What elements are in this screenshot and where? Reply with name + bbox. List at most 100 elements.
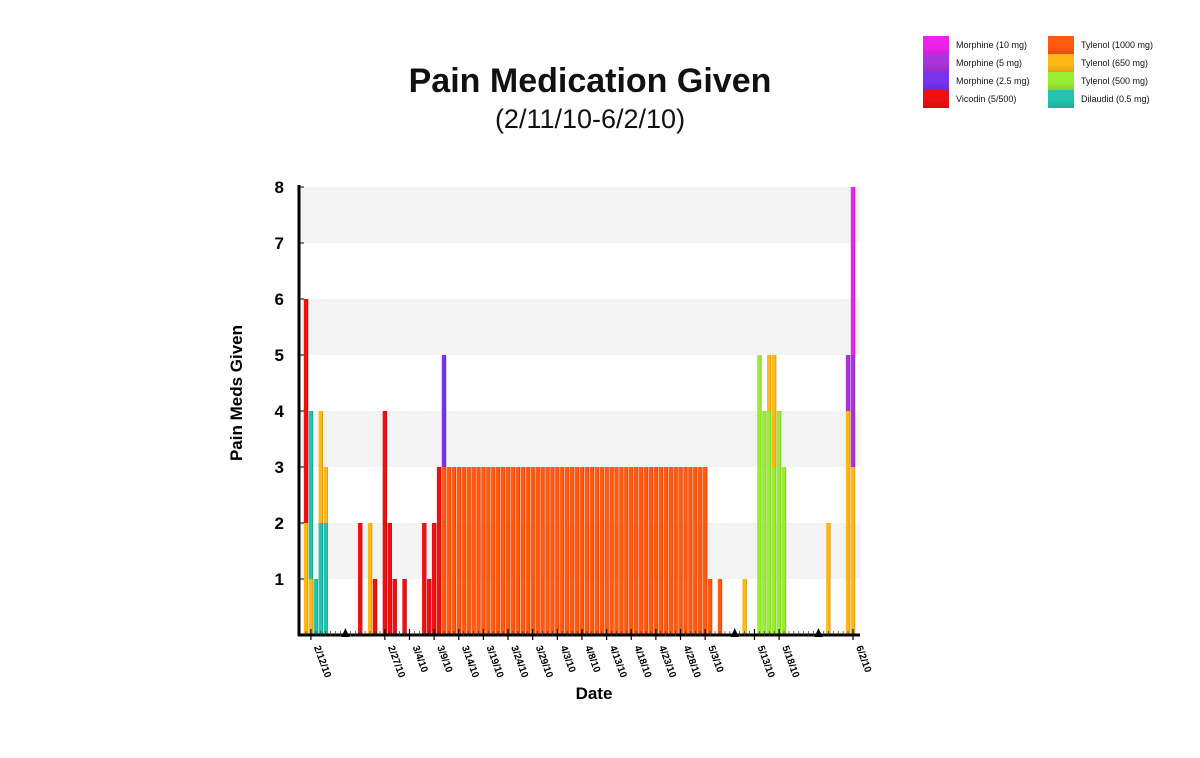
- bar-segment: [589, 467, 595, 635]
- legend-swatch: [1048, 54, 1074, 72]
- x-tick-label: 3/29/10: [533, 644, 555, 680]
- x-tick-label: 2/12/10: [311, 644, 333, 680]
- bar-segment: [850, 187, 856, 355]
- bar-segment: [604, 467, 609, 635]
- bar-segment: [594, 467, 599, 635]
- bar-segment: [505, 467, 511, 635]
- bar-segment: [633, 467, 639, 635]
- bar-segment: [446, 467, 452, 635]
- bar-segment: [323, 523, 328, 635]
- bar-segment: [673, 467, 678, 635]
- bar-segment: [481, 467, 486, 635]
- grid-band: [299, 187, 860, 243]
- y-tick-label: 3: [275, 458, 284, 477]
- bar-segment: [560, 467, 565, 635]
- bar-segment: [495, 467, 501, 635]
- x-tick-label: 2/27/10: [385, 644, 407, 680]
- bar-segment: [451, 467, 457, 635]
- x-tick-label: 6/2/10: [853, 644, 873, 674]
- bar-segment: [486, 467, 491, 635]
- legend-swatch: [923, 36, 949, 54]
- bar-segment: [648, 467, 654, 635]
- legend-label: Tylenol (650 mg): [1081, 58, 1149, 68]
- x-tick-label: 3/14/10: [459, 644, 481, 680]
- axis-break-marker: [730, 628, 739, 637]
- bar-segment: [781, 467, 787, 635]
- bar-segment: [402, 579, 407, 635]
- bar-segment: [491, 467, 496, 635]
- legend-swatch: [1048, 36, 1074, 54]
- bar-segment: [579, 467, 585, 635]
- bar-segment: [693, 467, 698, 635]
- bar-segment: [303, 523, 309, 635]
- bar-segment: [757, 355, 762, 635]
- bar-segment: [540, 467, 545, 635]
- bar-segment: [638, 467, 644, 635]
- bar-segment: [476, 467, 481, 635]
- bar-segment: [767, 411, 772, 635]
- x-tick-label: 5/18/10: [779, 644, 801, 680]
- legend-swatch: [1048, 72, 1074, 90]
- bar-segment: [678, 467, 683, 635]
- bar-segment: [619, 467, 624, 635]
- bar-segment: [668, 467, 673, 635]
- bar-segment: [776, 411, 782, 635]
- bar-segment: [762, 411, 767, 635]
- x-tick-label: 3/9/10: [434, 644, 454, 674]
- bar-segment: [456, 467, 461, 635]
- bar-segment: [303, 299, 309, 523]
- bar-segment: [826, 523, 831, 635]
- bar-segment: [323, 467, 328, 523]
- x-tick-label: 4/3/10: [558, 644, 578, 674]
- bar-segment: [515, 467, 521, 635]
- y-axis-title: Pain Meds Given: [227, 325, 246, 461]
- bar-segment: [318, 411, 323, 523]
- y-tick-label: 2: [275, 514, 284, 533]
- bar-segment: [683, 467, 688, 635]
- x-tick-label: 5/13/10: [755, 644, 777, 680]
- legend-label: Morphine (5 mg): [956, 58, 1023, 68]
- bar-segment: [771, 355, 777, 467]
- bar-segment: [318, 523, 323, 635]
- bar-segment: [500, 467, 506, 635]
- bar-segment: [614, 467, 619, 635]
- bar-segment: [629, 467, 634, 635]
- bar-segment: [427, 579, 432, 635]
- bar-segment: [707, 579, 713, 635]
- bar-segment: [609, 467, 614, 635]
- legend-label: Morphine (2.5 mg): [956, 76, 1030, 86]
- bar-segment: [422, 523, 427, 635]
- bar-segment: [564, 467, 570, 635]
- x-tick-label: 4/28/10: [681, 644, 703, 680]
- x-tick-label: 3/4/10: [410, 644, 430, 674]
- bar-segment: [845, 355, 851, 411]
- x-tick-label: 4/8/10: [582, 644, 602, 674]
- bar-segment: [624, 467, 629, 635]
- bar-segment: [387, 523, 392, 635]
- bar-segment: [466, 467, 471, 635]
- bar-segment: [653, 467, 659, 635]
- bar-segment: [308, 411, 314, 579]
- bar-segment: [441, 467, 447, 635]
- bar-segment: [382, 411, 388, 635]
- x-tick-label: 4/23/10: [656, 644, 678, 680]
- bar-segment: [510, 467, 516, 635]
- bar-segment: [771, 467, 777, 635]
- bar-segment: [850, 355, 856, 467]
- bar-segment: [535, 467, 540, 635]
- bar-segment: [461, 467, 466, 635]
- bar-segment: [431, 523, 437, 635]
- bar-segment: [358, 523, 363, 635]
- bar-segment: [663, 467, 668, 635]
- bar-segment: [471, 467, 476, 635]
- y-tick-label: 8: [275, 178, 284, 197]
- bar-segment: [367, 523, 373, 635]
- bar-segment: [392, 579, 397, 635]
- bar-segment: [372, 579, 378, 635]
- bar-segment: [574, 467, 580, 635]
- chart-subtitle: (2/11/10-6/2/10): [494, 104, 686, 134]
- bar-segment: [545, 467, 550, 635]
- x-tick-label: 3/19/10: [484, 644, 506, 680]
- bar-segment: [850, 467, 856, 635]
- axis-break-marker: [814, 628, 823, 637]
